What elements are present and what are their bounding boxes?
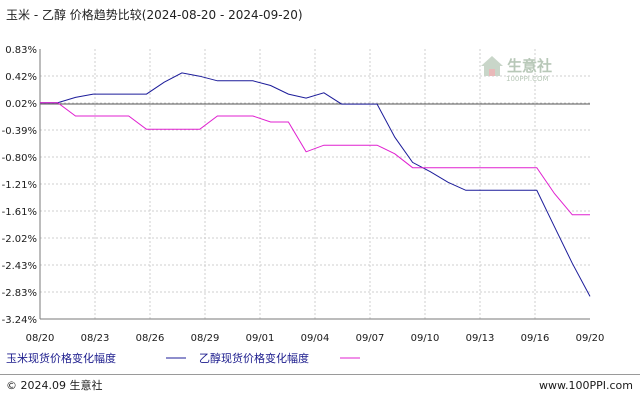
x-tick-label: 09/20 xyxy=(576,333,605,344)
x-tick-label: 09/10 xyxy=(411,333,440,344)
watermark-logo: 生意社 100PPI.COM xyxy=(481,56,552,83)
watermark-name: 生意社 xyxy=(507,57,552,75)
footer-url: www.100PPI.com xyxy=(539,379,633,392)
chart-title: 玉米 - 乙醇 价格趋势比较(2024-08-20 - 2024-09-20) xyxy=(6,7,303,22)
y-tick-label: -2.43% xyxy=(2,261,37,272)
y-tick-label: 0.42% xyxy=(5,72,37,83)
legend-label-ethanol: 乙醇现货价格变化幅度 xyxy=(199,351,309,365)
footer-copyright: © 2024.09 生意社 xyxy=(6,378,102,392)
series-line-ethanol xyxy=(40,102,590,216)
tick-labels: 0.83% 0.42% 0.02% -0.39% -0.80% -1.21% -1.61% -… xyxy=(2,45,605,344)
y-tick-label: 0.02% xyxy=(5,99,37,110)
y-tick-label: -2.02% xyxy=(2,234,37,245)
x-tick-label: 09/04 xyxy=(301,333,330,344)
x-tick-label: 08/26 xyxy=(136,333,165,344)
legend-label-corn: 玉米现货价格变化幅度 xyxy=(6,351,116,365)
x-tick-label: 09/07 xyxy=(356,333,385,344)
series-layer xyxy=(40,72,591,297)
x-tick-label: 08/23 xyxy=(81,333,110,344)
legend: 玉米现货价格变化幅度 乙醇现货价格变化幅度 xyxy=(6,351,360,365)
axes xyxy=(39,49,590,320)
y-tick-label: -3.24% xyxy=(2,315,37,326)
y-tick-label: -2.83% xyxy=(2,288,37,299)
y-tick-label: -0.80% xyxy=(2,153,37,164)
x-tick-label: 08/20 xyxy=(26,333,55,344)
watermark-url: 100PPI.COM xyxy=(506,75,549,83)
x-tick-label: 09/13 xyxy=(466,333,495,344)
y-tick-label: -0.39% xyxy=(2,126,37,137)
house-icon xyxy=(481,56,503,76)
x-tick-label: 08/29 xyxy=(191,333,220,344)
y-tick-label: 0.83% xyxy=(5,45,37,56)
y-tick-label: -1.61% xyxy=(2,207,37,218)
x-tick-label: 09/16 xyxy=(521,333,550,344)
y-tick-label: -1.21% xyxy=(2,180,37,191)
x-tick-label: 09/01 xyxy=(246,333,275,344)
series-line-corn xyxy=(40,72,591,297)
